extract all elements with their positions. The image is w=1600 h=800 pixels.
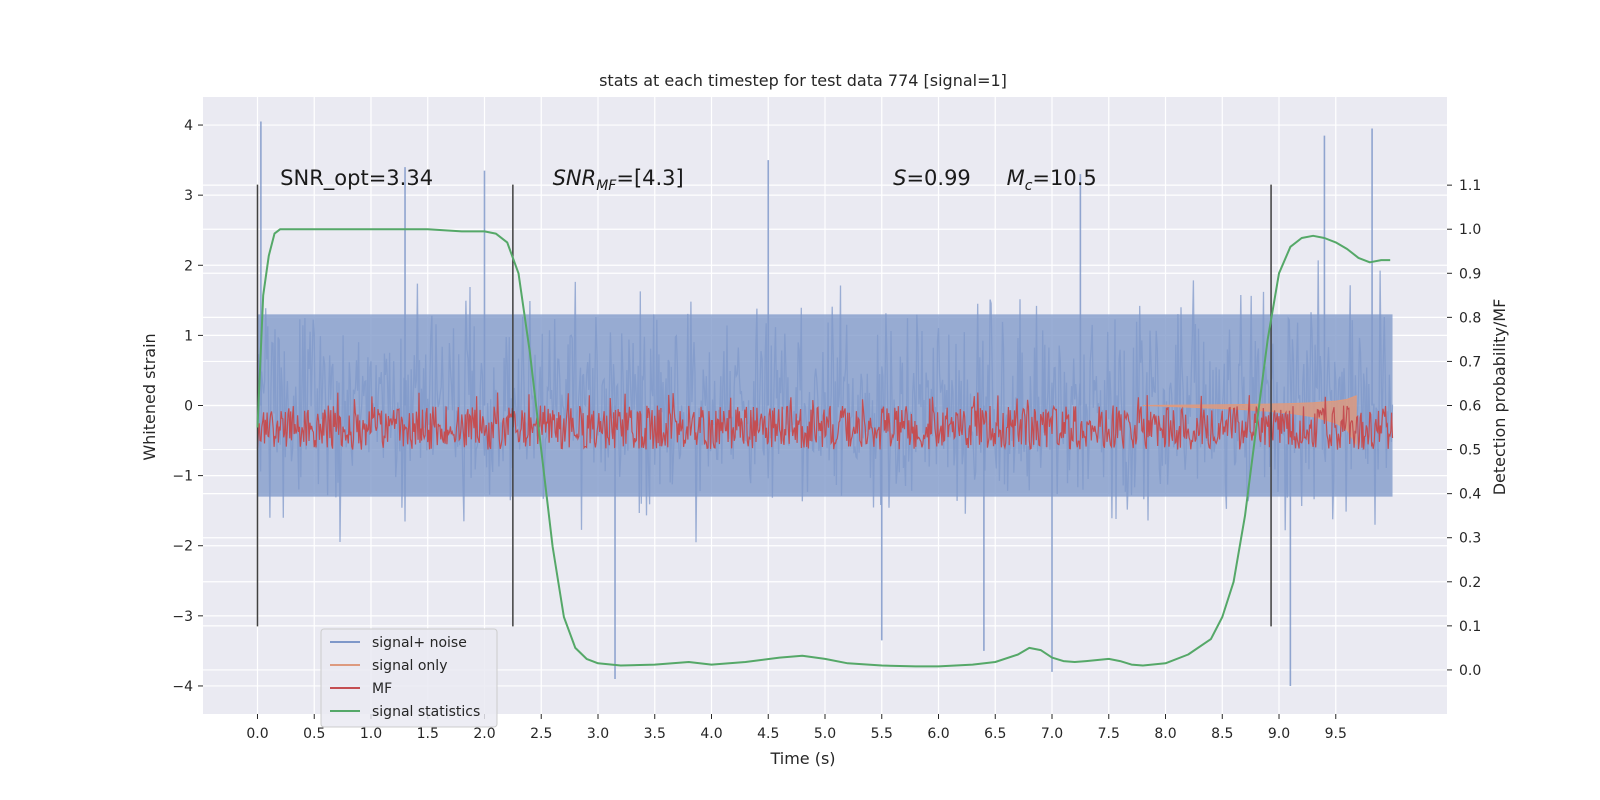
legend-label-signal-noise: signal+ noise xyxy=(372,635,467,651)
x-tick-label-4: 2.0 xyxy=(473,726,495,742)
y2-tick-label-1: 1.0 xyxy=(1459,222,1481,238)
y2-tick-label-10: 0.1 xyxy=(1459,619,1481,635)
legend-label-signal-only: signal only xyxy=(372,658,447,674)
y-axis-label: Whitened strain xyxy=(140,333,159,460)
annotation-snr-opt: SNR_opt=3.34 xyxy=(280,166,433,191)
annotation-snr-mf: SNRMF=[4.3] xyxy=(553,166,684,194)
x-tick-label-5: 2.5 xyxy=(530,726,552,742)
legend-label-mf: MF xyxy=(372,681,392,697)
y-tick-label-6: −2 xyxy=(172,539,193,555)
x-tick-label-10: 5.0 xyxy=(814,726,836,742)
y2-tick-label-7: 0.4 xyxy=(1459,487,1481,503)
y2-tick-label-2: 0.9 xyxy=(1459,266,1481,282)
y-tick-label-8: −4 xyxy=(172,679,193,695)
y2-tick-label-9: 0.2 xyxy=(1459,575,1481,591)
x-tick-label-18: 9.0 xyxy=(1268,726,1290,742)
y-tick-label-3: 1 xyxy=(184,328,193,344)
legend-box xyxy=(320,628,498,728)
x-axis-label: Time (s) xyxy=(769,749,835,768)
y-tick-label-4: 0 xyxy=(184,399,193,415)
x-tick-label-3: 1.5 xyxy=(417,726,439,742)
y2-tick-label-4: 0.7 xyxy=(1459,354,1481,370)
y2-axis-label: Detection probability/MF xyxy=(1490,299,1509,496)
x-tick-label-13: 6.5 xyxy=(984,726,1006,742)
x-tick-label-0: 0.0 xyxy=(246,726,268,742)
x-tick-label-1: 0.5 xyxy=(303,726,325,742)
mf-line xyxy=(256,392,1394,450)
y-tick-label-2: 2 xyxy=(184,258,193,274)
legend: signal+ noise signal only MF signal stat… xyxy=(320,628,498,728)
y-tick-label-0: 4 xyxy=(184,118,193,134)
y2-tick-label-3: 0.8 xyxy=(1459,310,1481,326)
x-tick-label-16: 8.0 xyxy=(1154,726,1176,742)
y2-tick-label-0: 1.1 xyxy=(1459,178,1481,194)
x-tick-label-8: 4.0 xyxy=(700,726,722,742)
x-tick-label-6: 3.0 xyxy=(587,726,609,742)
x-tick-label-19: 9.5 xyxy=(1325,726,1347,742)
y2-tick-label-5: 0.6 xyxy=(1459,399,1481,415)
axis-ticks: 0.0 0.5 1.0 1.5 2.0 2.5 3.0 3.5 4.0 4.5 5.0 5.5 6.0 6… xyxy=(172,118,1481,742)
annotation-s-stat: S=0.99 xyxy=(893,166,971,190)
annotation-chirp-mass: Mc=10.5 xyxy=(1007,166,1097,194)
y2-tick-label-8: 0.3 xyxy=(1459,531,1481,547)
series-signal-statistics xyxy=(256,228,1391,668)
y2-tick-label-6: 0.5 xyxy=(1459,443,1481,459)
legend-label-signal-statistics: signal statistics xyxy=(372,704,480,720)
x-tick-label-15: 7.5 xyxy=(1098,726,1120,742)
y-tick-label-1: 3 xyxy=(184,188,193,204)
x-tick-label-17: 8.5 xyxy=(1211,726,1233,742)
chart-title: stats at each timestep for test data 774… xyxy=(599,71,1007,90)
y-tick-label-5: −1 xyxy=(172,469,193,485)
y2-tick-label-11: 0.0 xyxy=(1459,663,1481,679)
x-tick-label-11: 5.5 xyxy=(871,726,893,742)
x-tick-label-12: 6.0 xyxy=(927,726,949,742)
x-tick-label-2: 1.0 xyxy=(360,726,382,742)
signal-statistics-line xyxy=(256,228,1391,668)
x-tick-label-9: 4.5 xyxy=(757,726,779,742)
x-tick-label-14: 7.0 xyxy=(1041,726,1063,742)
y-tick-label-7: −3 xyxy=(172,609,193,625)
x-tick-label-7: 3.5 xyxy=(644,726,666,742)
annotations: SNR_opt=3.34 SNRMF=[4.3] S=0.99 Mc=10.5 xyxy=(280,166,1097,194)
series-mf xyxy=(256,392,1394,450)
